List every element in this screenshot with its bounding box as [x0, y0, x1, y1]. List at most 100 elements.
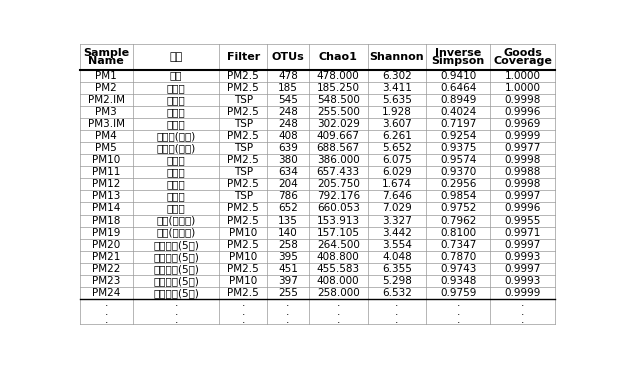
Text: 1.0000: 1.0000: [504, 83, 540, 93]
Text: .: .: [241, 315, 245, 325]
Text: PM10: PM10: [92, 155, 121, 165]
Text: 김제(양계장): 김제(양계장): [157, 228, 196, 238]
Text: .: .: [521, 298, 524, 308]
Text: 0.8100: 0.8100: [440, 228, 477, 238]
Text: 0.9348: 0.9348: [440, 276, 477, 286]
Text: 157.105: 157.105: [317, 228, 360, 238]
Text: 0.4024: 0.4024: [440, 107, 477, 117]
Text: 보령: 보령: [170, 71, 183, 81]
Text: .: .: [175, 298, 178, 308]
Text: .: .: [337, 307, 340, 317]
Text: PM12: PM12: [92, 179, 121, 189]
Text: 6.029: 6.029: [382, 167, 412, 177]
Text: 0.9997: 0.9997: [504, 264, 541, 274]
Text: .: .: [521, 307, 524, 317]
Text: .: .: [286, 298, 290, 308]
Text: 0.9743: 0.9743: [440, 264, 477, 274]
Text: 0.9997: 0.9997: [504, 191, 541, 201]
Text: PM3: PM3: [95, 107, 117, 117]
Text: 안전성부(5층): 안전성부(5층): [154, 252, 199, 262]
Text: 0.7870: 0.7870: [440, 252, 477, 262]
Text: Filter: Filter: [227, 52, 260, 62]
Text: 1.928: 1.928: [382, 107, 412, 117]
Text: PM10: PM10: [229, 228, 258, 238]
Text: 체단동: 체단동: [167, 83, 186, 93]
Text: PM1: PM1: [95, 71, 117, 81]
Text: 380: 380: [278, 155, 298, 165]
Text: 395: 395: [278, 252, 298, 262]
Text: 264.500: 264.500: [317, 240, 360, 250]
Text: 409.667: 409.667: [317, 131, 360, 141]
Text: 0.6464: 0.6464: [440, 83, 477, 93]
Text: PM2.5: PM2.5: [227, 83, 259, 93]
Text: PM2.5: PM2.5: [227, 179, 259, 189]
Text: 255: 255: [278, 288, 298, 298]
Text: .: .: [337, 298, 340, 308]
Text: 체단동: 체단동: [167, 95, 186, 105]
Text: 255.500: 255.500: [317, 107, 360, 117]
Text: 행적동: 행적동: [167, 167, 186, 177]
Text: 0.7962: 0.7962: [440, 216, 477, 226]
Text: 0.9370: 0.9370: [440, 167, 477, 177]
Text: 248: 248: [278, 119, 298, 129]
Text: 0.9996: 0.9996: [504, 203, 541, 214]
Text: 체단동: 체단동: [167, 119, 186, 129]
Text: 408: 408: [278, 131, 298, 141]
Text: .: .: [175, 315, 178, 325]
Text: 안전성부(5층): 안전성부(5층): [154, 276, 199, 286]
Text: 7.646: 7.646: [382, 191, 412, 201]
Text: 408.000: 408.000: [317, 276, 360, 286]
Text: 0.9574: 0.9574: [440, 155, 477, 165]
Text: 3.411: 3.411: [382, 83, 412, 93]
Text: PM4: PM4: [95, 131, 117, 141]
Text: .: .: [337, 315, 340, 325]
Text: 행적동: 행적동: [167, 191, 186, 201]
Text: PM2.5: PM2.5: [227, 71, 259, 81]
Text: 652: 652: [278, 203, 298, 214]
Text: PM2.5: PM2.5: [227, 155, 259, 165]
Text: 0.9988: 0.9988: [504, 167, 541, 177]
Text: 478: 478: [278, 71, 298, 81]
Text: 386.000: 386.000: [317, 155, 360, 165]
Text: 3.327: 3.327: [382, 216, 412, 226]
Text: 140: 140: [278, 228, 298, 238]
Text: 792.176: 792.176: [317, 191, 360, 201]
Text: PM2.5: PM2.5: [227, 203, 259, 214]
Text: 6.355: 6.355: [382, 264, 412, 274]
Text: 0.9998: 0.9998: [504, 95, 541, 105]
Text: 153.913: 153.913: [317, 216, 360, 226]
Text: 0.9977: 0.9977: [504, 143, 541, 153]
Text: 0.9996: 0.9996: [504, 107, 541, 117]
Text: 6.302: 6.302: [382, 71, 412, 81]
Text: 5.652: 5.652: [382, 143, 412, 153]
Text: 185.250: 185.250: [317, 83, 360, 93]
Text: .: .: [105, 298, 108, 308]
Text: PM11: PM11: [92, 167, 121, 177]
Text: 0.9997: 0.9997: [504, 240, 541, 250]
Text: 455.583: 455.583: [317, 264, 360, 274]
Text: .: .: [241, 298, 245, 308]
Text: 1.0000: 1.0000: [504, 71, 540, 81]
Text: OTUs: OTUs: [272, 52, 305, 62]
Text: 0.9759: 0.9759: [440, 288, 477, 298]
Text: 248: 248: [278, 107, 298, 117]
Text: 657.433: 657.433: [317, 167, 360, 177]
Text: PM2.IM: PM2.IM: [88, 95, 125, 105]
Text: PM10: PM10: [229, 276, 258, 286]
Text: 0.9752: 0.9752: [440, 203, 477, 214]
Text: .: .: [521, 315, 524, 325]
Text: 7.029: 7.029: [382, 203, 412, 214]
Text: 0.9971: 0.9971: [504, 228, 541, 238]
Text: 0.8949: 0.8949: [440, 95, 477, 105]
Text: .: .: [457, 315, 460, 325]
Text: 204: 204: [278, 179, 298, 189]
Text: 0.9854: 0.9854: [440, 191, 477, 201]
Text: 0.7197: 0.7197: [440, 119, 477, 129]
Text: 6.532: 6.532: [382, 288, 412, 298]
Text: TSP: TSP: [233, 191, 253, 201]
Text: PM2.5: PM2.5: [227, 264, 259, 274]
Text: PM5: PM5: [95, 143, 117, 153]
Text: 0.9999: 0.9999: [504, 131, 541, 141]
Text: .: .: [457, 307, 460, 317]
Text: 634: 634: [278, 167, 298, 177]
